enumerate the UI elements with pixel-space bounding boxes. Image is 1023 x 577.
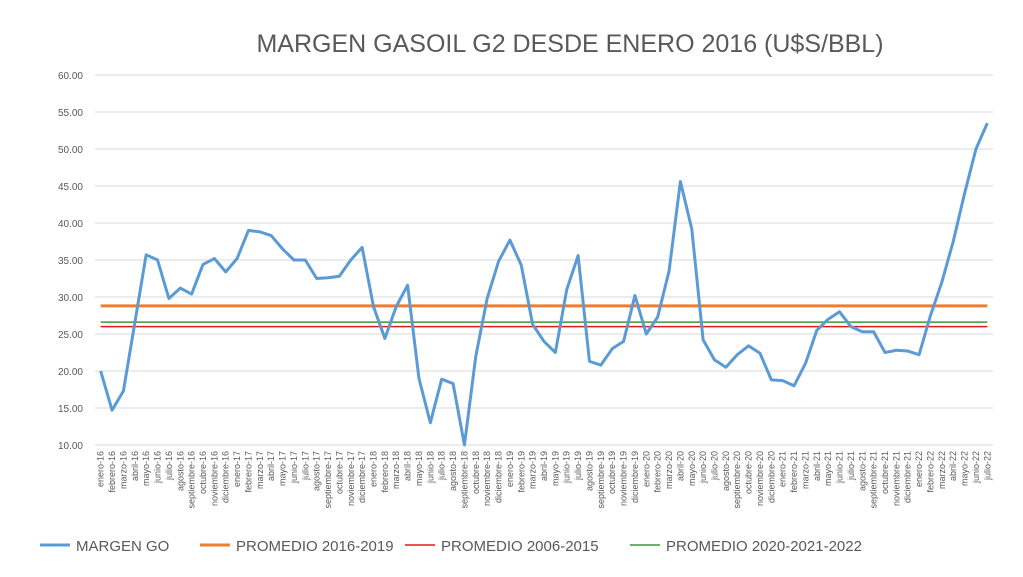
- x-tick-label: enero-19: [505, 451, 515, 487]
- y-tick-label: 60.00: [58, 71, 83, 82]
- x-tick-label: julio-16: [164, 451, 174, 481]
- x-tick-label: junio-16: [153, 451, 163, 484]
- x-tick-label: julio-22: [982, 451, 992, 481]
- x-tick-label: junio-20: [698, 451, 708, 484]
- x-tick-label: junio-22: [971, 451, 981, 484]
- x-tick-label: enero-18: [368, 451, 378, 487]
- x-tick-label: junio-17: [289, 451, 299, 484]
- x-tick-label: junio-19: [562, 451, 572, 484]
- x-tick-label: enero-22: [914, 451, 924, 487]
- x-tick-label: febrero-16: [107, 451, 117, 493]
- y-tick-label: 20.00: [58, 367, 83, 378]
- x-tick-label: mayo-17: [278, 451, 288, 486]
- x-tick-label: marzo-21: [800, 451, 810, 489]
- x-tick-label: septiembre-20: [732, 451, 742, 509]
- x-tick-label: agosto-18: [448, 451, 458, 491]
- x-tick-label: octubre-16: [198, 451, 208, 494]
- x-tick-label: abril-17: [266, 451, 276, 481]
- x-tick-label: febrero-22: [925, 451, 935, 493]
- x-tick-label: agosto-17: [312, 451, 322, 491]
- x-tick-label: marzo-20: [664, 451, 674, 489]
- x-tick-label: abril-19: [539, 451, 549, 481]
- x-tick-label: febrero-20: [653, 451, 663, 493]
- x-tick-label: octubre-19: [607, 451, 617, 494]
- y-tick-label: 50.00: [58, 145, 83, 156]
- x-tick-label: agosto-21: [857, 451, 867, 491]
- x-tick-label: junio-18: [425, 451, 435, 484]
- legend-label: PROMEDIO 2006-2015: [441, 538, 599, 555]
- x-tick-label: febrero-17: [243, 451, 253, 493]
- x-tick-label: junio-21: [835, 451, 845, 484]
- x-tick-label: julio-18: [437, 451, 447, 481]
- x-tick-label: mayo-16: [141, 451, 151, 486]
- x-tick-label: septiembre-17: [323, 451, 333, 509]
- x-tick-label: abril-21: [812, 451, 822, 481]
- x-tick-label: julio-17: [300, 451, 310, 481]
- x-tick-label: enero-16: [96, 451, 106, 487]
- x-tick-label: septiembre-16: [187, 451, 197, 509]
- x-tick-label: octubre-20: [744, 451, 754, 494]
- y-tick-label: 30.00: [58, 293, 83, 304]
- y-tick-label: 45.00: [58, 182, 83, 193]
- x-tick-label: marzo-22: [937, 451, 947, 489]
- x-tick-label: marzo-18: [391, 451, 401, 489]
- x-tick-label: octubre-18: [471, 451, 481, 494]
- y-tick-label: 55.00: [58, 108, 83, 119]
- x-tick-label: noviembre-21: [891, 451, 901, 506]
- x-tick-label: febrero-18: [380, 451, 390, 493]
- x-tick-label: abril-16: [130, 451, 140, 481]
- x-tick-label: noviembre-16: [209, 451, 219, 506]
- x-tick-label: noviembre-18: [482, 451, 492, 506]
- x-tick-label: diciembre-20: [766, 451, 776, 503]
- x-tick-label: febrero-19: [516, 451, 526, 493]
- x-tick-label: noviembre-17: [346, 451, 356, 506]
- y-tick-label: 25.00: [58, 330, 83, 341]
- chart-title: MARGEN GASOIL G2 DESDE ENERO 2016 (U$S/B…: [256, 30, 883, 58]
- x-tick-label: diciembre-19: [630, 451, 640, 503]
- x-tick-label: febrero-21: [789, 451, 799, 493]
- y-tick-label: 10.00: [58, 441, 83, 452]
- legend-label: PROMEDIO 2016-2019: [236, 538, 394, 555]
- x-tick-label: abril-20: [675, 451, 685, 481]
- x-tick-label: septiembre-19: [596, 451, 606, 509]
- legend-label: MARGEN GO: [76, 538, 169, 555]
- x-tick-label: abril-18: [403, 451, 413, 481]
- legend-label: PROMEDIO 2020-2021-2022: [666, 538, 862, 555]
- x-tick-label: agosto-20: [721, 451, 731, 491]
- y-tick-label: 35.00: [58, 256, 83, 267]
- x-tick-label: septiembre-21: [869, 451, 879, 509]
- x-tick-label: diciembre-17: [357, 451, 367, 503]
- x-tick-label: enero-17: [232, 451, 242, 487]
- x-tick-label: mayo-19: [550, 451, 560, 486]
- x-tick-label: mayo-18: [414, 451, 424, 486]
- x-tick-label: diciembre-18: [494, 451, 504, 503]
- x-tick-label: julio-21: [846, 451, 856, 481]
- x-tick-label: mayo-20: [687, 451, 697, 486]
- x-tick-label: marzo-16: [118, 451, 128, 489]
- x-tick-label: marzo-19: [528, 451, 538, 489]
- x-tick-label: diciembre-16: [221, 451, 231, 503]
- x-tick-label: abril-22: [948, 451, 958, 481]
- x-tick-label: mayo-21: [823, 451, 833, 486]
- x-tick-label: octubre-21: [880, 451, 890, 494]
- x-tick-label: agosto-16: [175, 451, 185, 491]
- x-tick-label: diciembre-21: [903, 451, 913, 503]
- x-tick-label: agosto-19: [584, 451, 594, 491]
- y-tick-label: 15.00: [58, 404, 83, 415]
- y-tick-label: 40.00: [58, 219, 83, 230]
- x-tick-label: octubre-17: [334, 451, 344, 494]
- x-tick-label: noviembre-19: [619, 451, 629, 506]
- data-line: [99, 122, 989, 447]
- x-tick-label: marzo-17: [255, 451, 265, 489]
- x-tick-label: julio-20: [710, 451, 720, 481]
- x-tick-label: julio-19: [573, 451, 583, 481]
- x-tick-label: enero-20: [641, 451, 651, 487]
- x-tick-label: mayo-22: [960, 451, 970, 486]
- x-tick-label: noviembre-20: [755, 451, 765, 506]
- x-tick-label: enero-21: [778, 451, 788, 487]
- x-tick-label: septiembre-18: [459, 451, 469, 509]
